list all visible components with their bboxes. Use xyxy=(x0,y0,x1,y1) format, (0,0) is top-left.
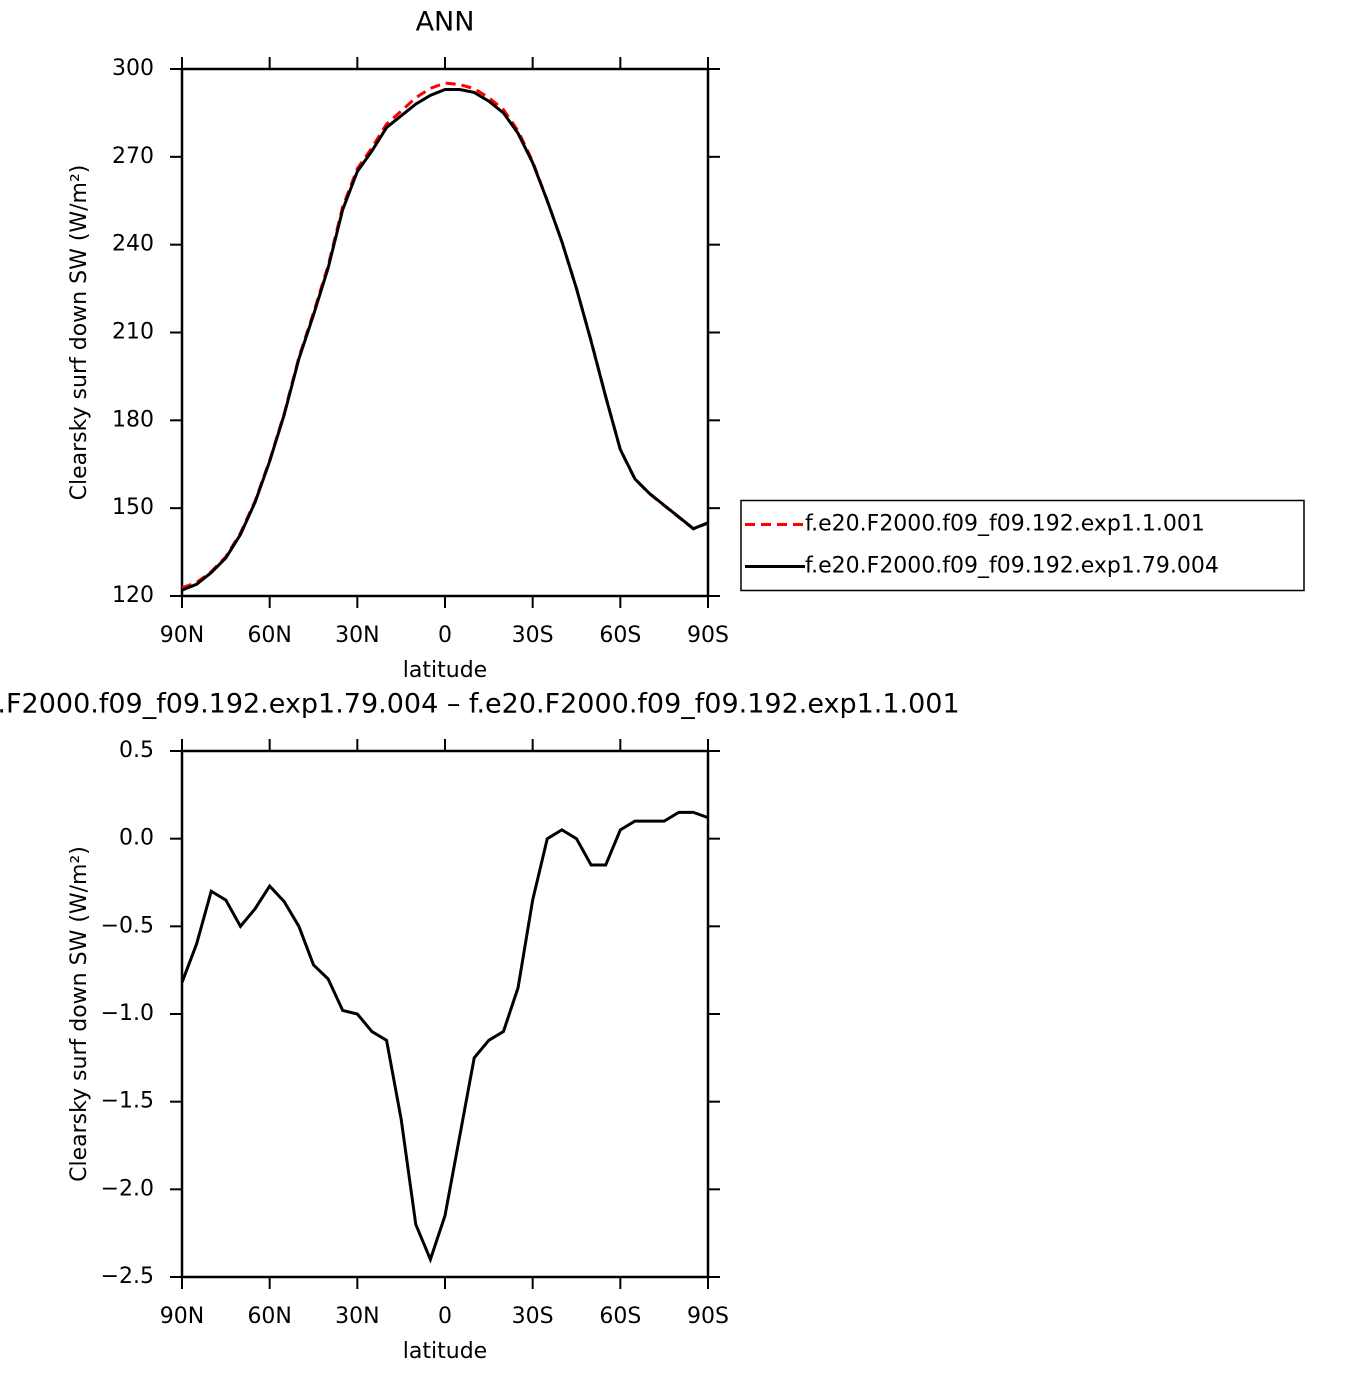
x-tick-label: 60S xyxy=(599,1304,641,1329)
y-tick-label: 180 xyxy=(112,407,154,432)
y-axis-label: Clearsky surf down SW (W/m²) xyxy=(67,846,92,1182)
x-tick-label: 90N xyxy=(160,623,204,648)
data-line xyxy=(181,81,709,590)
y-tick-label: 0.0 xyxy=(119,826,154,851)
y-axis-label: Clearsky surf down SW (W/m²) xyxy=(67,165,92,501)
x-tick-label: 0 xyxy=(438,623,452,648)
legend-label: f.e20.F2000.f09_f09.192.exp1.1.001 xyxy=(805,512,1205,537)
data-line xyxy=(180,810,709,1264)
plot-frame xyxy=(180,749,710,1279)
chart-title: f.e20.F2000.f09_f09.192.exp1.79.004 – f.… xyxy=(0,689,960,720)
x-axis-label: latitude xyxy=(403,658,487,683)
y-tick-label: 210 xyxy=(112,320,154,345)
x-tick-label: 60N xyxy=(247,623,291,648)
x-tick-label: 30S xyxy=(512,623,554,648)
x-tick-label: 60S xyxy=(599,623,641,648)
y-tick-label: −0.5 xyxy=(101,913,154,938)
plot-frame xyxy=(180,67,710,598)
x-tick-label: 90N xyxy=(160,1304,204,1329)
x-tick-label: 90S xyxy=(687,623,729,648)
y-tick-label: 120 xyxy=(112,583,154,608)
y-tick-label: 240 xyxy=(112,232,154,257)
data-line xyxy=(181,87,709,592)
x-tick-label: 60N xyxy=(247,1304,291,1329)
y-tick-label: −1.5 xyxy=(101,1089,154,1114)
x-tick-label: 30S xyxy=(512,1304,554,1329)
x-tick-label: 90S xyxy=(687,1304,729,1329)
y-tick-label: 150 xyxy=(112,495,154,520)
x-axis-label: latitude xyxy=(403,1339,487,1364)
y-tick-label: 300 xyxy=(112,56,154,81)
x-tick-label: 30N xyxy=(335,623,379,648)
x-tick-label: 0 xyxy=(438,1304,452,1329)
x-tick-label: 30N xyxy=(335,1304,379,1329)
legend-box xyxy=(740,499,1305,592)
y-tick-label: −1.0 xyxy=(101,1001,154,1026)
y-tick-label: 270 xyxy=(112,144,154,169)
y-tick-label: 0.5 xyxy=(119,738,154,763)
y-tick-label: −2.0 xyxy=(101,1176,154,1201)
y-tick-label: −2.5 xyxy=(101,1264,154,1289)
legend-label: f.e20.F2000.f09_f09.192.exp1.79.004 xyxy=(805,554,1219,579)
chart-title: ANN xyxy=(416,7,475,38)
